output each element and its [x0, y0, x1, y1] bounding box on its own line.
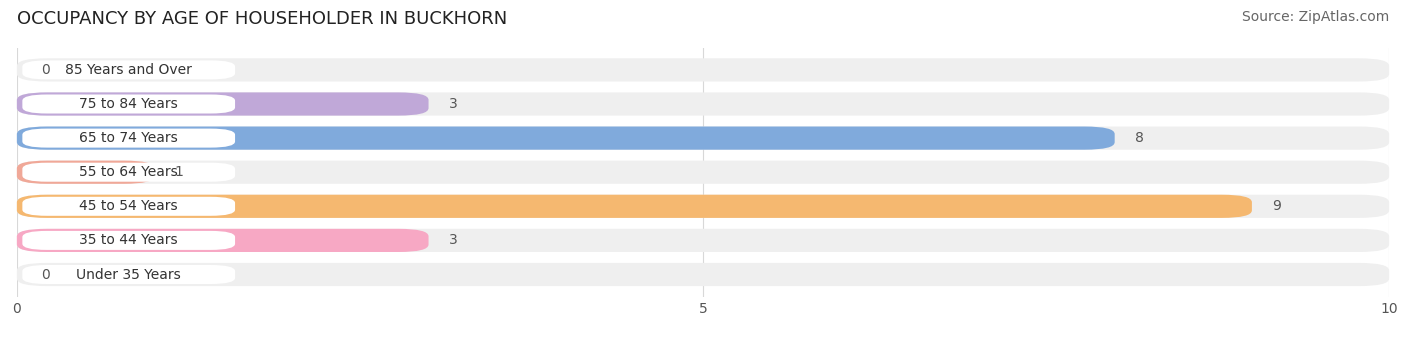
Text: 35 to 44 Years: 35 to 44 Years	[79, 233, 179, 248]
Text: 55 to 64 Years: 55 to 64 Years	[79, 165, 179, 179]
Text: 45 to 54 Years: 45 to 54 Years	[79, 199, 179, 213]
FancyBboxPatch shape	[22, 94, 235, 114]
FancyBboxPatch shape	[22, 197, 235, 216]
FancyBboxPatch shape	[17, 92, 1389, 116]
Text: 85 Years and Over: 85 Years and Over	[65, 63, 193, 77]
Text: 1: 1	[174, 165, 184, 179]
FancyBboxPatch shape	[17, 161, 1389, 184]
FancyBboxPatch shape	[17, 229, 1389, 252]
FancyBboxPatch shape	[17, 127, 1389, 150]
Text: 3: 3	[449, 97, 458, 111]
Text: 0: 0	[42, 267, 51, 282]
FancyBboxPatch shape	[17, 58, 1389, 81]
Text: Under 35 Years: Under 35 Years	[76, 267, 181, 282]
FancyBboxPatch shape	[22, 231, 235, 250]
Text: 8: 8	[1135, 131, 1144, 145]
Text: 0: 0	[42, 63, 51, 77]
FancyBboxPatch shape	[22, 60, 235, 79]
Text: OCCUPANCY BY AGE OF HOUSEHOLDER IN BUCKHORN: OCCUPANCY BY AGE OF HOUSEHOLDER IN BUCKH…	[17, 10, 508, 28]
FancyBboxPatch shape	[17, 127, 1115, 150]
FancyBboxPatch shape	[17, 92, 429, 116]
Text: 9: 9	[1272, 199, 1281, 213]
FancyBboxPatch shape	[22, 129, 235, 148]
FancyBboxPatch shape	[17, 195, 1389, 218]
FancyBboxPatch shape	[17, 195, 1251, 218]
FancyBboxPatch shape	[17, 263, 1389, 286]
Text: 3: 3	[449, 233, 458, 248]
Text: 65 to 74 Years: 65 to 74 Years	[79, 131, 179, 145]
FancyBboxPatch shape	[22, 265, 235, 284]
Text: Source: ZipAtlas.com: Source: ZipAtlas.com	[1241, 10, 1389, 24]
Text: 75 to 84 Years: 75 to 84 Years	[79, 97, 179, 111]
FancyBboxPatch shape	[22, 163, 235, 182]
FancyBboxPatch shape	[17, 229, 429, 252]
FancyBboxPatch shape	[17, 161, 155, 184]
